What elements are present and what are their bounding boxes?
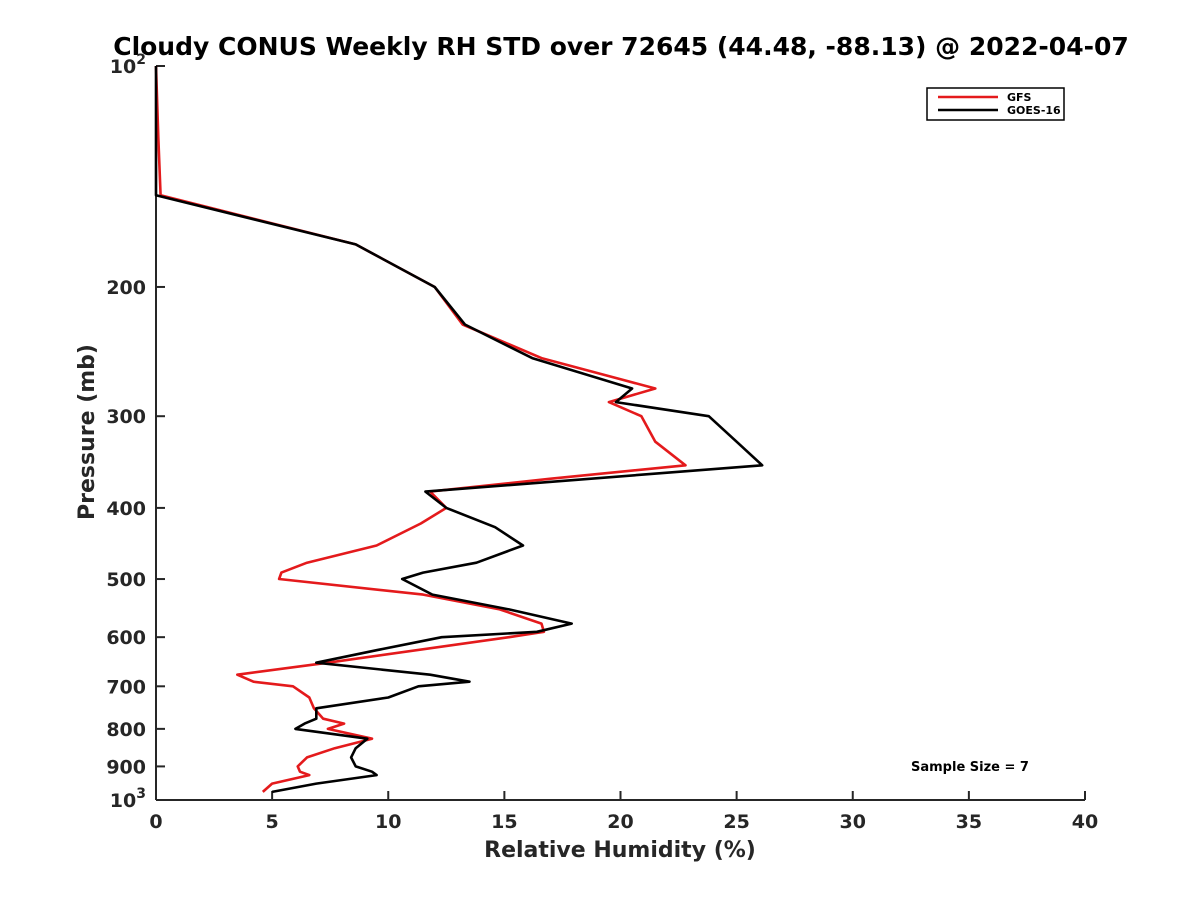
- series-line-goes-16: [154, 66, 764, 794]
- y-tick-label: 600: [106, 627, 146, 649]
- x-tick-label: 25: [723, 811, 749, 833]
- x-tick-label: 0: [149, 811, 162, 833]
- series-lines: [154, 65, 764, 794]
- x-tick-label: 10: [375, 811, 401, 833]
- y-tick-label: 700: [106, 676, 146, 698]
- legend-label-gfs: GFS: [1007, 91, 1032, 104]
- y-tick-label: 900: [106, 756, 146, 778]
- x-tick-label: 40: [1072, 811, 1098, 833]
- chart-title: Cloudy CONUS Weekly RH STD over 72645 (4…: [113, 32, 1129, 61]
- legend-box: [926, 87, 1065, 121]
- y-tick-label: 103: [110, 786, 146, 812]
- y-ticks: 102 200 300 400 500 600 700 800 900 103: [106, 52, 165, 812]
- y-tick-label: 400: [106, 498, 146, 520]
- x-ticks: 0 5 10 15 20 25 30 35 40: [149, 791, 1098, 833]
- y-tick-label: 200: [106, 277, 146, 299]
- x-tick-label: 15: [491, 811, 517, 833]
- x-tick-label: 20: [607, 811, 633, 833]
- y-tick-label: 102: [110, 52, 146, 78]
- x-axis-label: Relative Humidity (%): [484, 838, 756, 863]
- sample-size-annotation: Sample Size = 7: [911, 760, 1029, 775]
- y-tick-label: 800: [106, 719, 146, 741]
- legend-label-goes16: GOES-16: [1007, 104, 1061, 117]
- axes: [155, 66, 1085, 801]
- x-tick-label: 30: [840, 811, 866, 833]
- legend: GFS GOES-16: [926, 87, 1065, 121]
- y-axis-label: Pressure (mb): [75, 344, 100, 520]
- x-tick-label: 35: [956, 811, 982, 833]
- x-tick-label: 5: [266, 811, 279, 833]
- series-line-gfs: [154, 65, 687, 793]
- y-tick-label: 500: [106, 569, 146, 591]
- y-tick-label: 300: [106, 406, 146, 428]
